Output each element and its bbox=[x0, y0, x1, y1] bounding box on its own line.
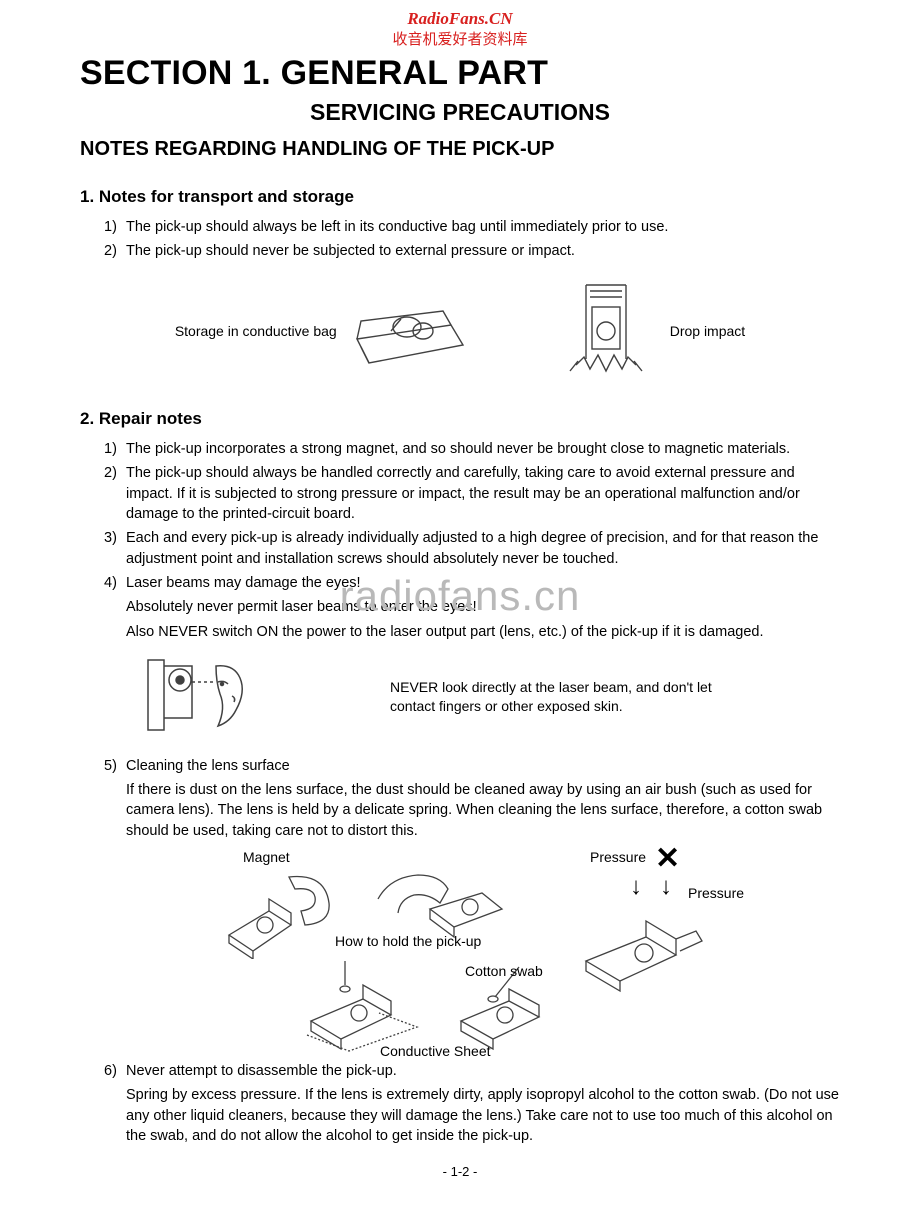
part2-title: 2. Repair notes bbox=[80, 409, 840, 429]
storage-bag-icon bbox=[351, 291, 466, 371]
page-number: - 1-2 - bbox=[80, 1164, 840, 1179]
header-watermark: RadioFans.CN 收音机爱好者资料库 bbox=[80, 8, 840, 50]
list-item: 1) The pick-up should always be left in … bbox=[104, 217, 840, 237]
notes-title: NOTES REGARDING HANDLING OF THE PICK-UP bbox=[80, 138, 840, 161]
item-number: 1) bbox=[104, 439, 126, 459]
figure-storage: Storage in conductive bag bbox=[175, 291, 466, 371]
list-item: 5) Cleaning the lens surface bbox=[104, 756, 840, 776]
part2-list-6: 6) Never attempt to disassemble the pick… bbox=[104, 1061, 840, 1146]
item-number: 2) bbox=[104, 463, 126, 524]
item-number: 5) bbox=[104, 756, 126, 776]
label-magnet: Magnet bbox=[243, 849, 290, 865]
item-text: Laser beams may damage the eyes! bbox=[126, 573, 840, 593]
figure-label: Drop impact bbox=[670, 323, 745, 339]
list-item: 3) Each and every pick-up is already ind… bbox=[104, 528, 840, 569]
list-item: 1) The pick-up incorporates a strong mag… bbox=[104, 439, 840, 459]
figure-row-storage: Storage in conductive bag bbox=[80, 281, 840, 381]
item-subtext: Spring by excess pressure. If the lens i… bbox=[126, 1085, 840, 1146]
item-number: 3) bbox=[104, 528, 126, 569]
header-line1: RadioFans.CN bbox=[80, 8, 840, 30]
header-line2: 收音机爱好者资料库 bbox=[80, 30, 840, 50]
part1-list: 1) The pick-up should always be left in … bbox=[104, 217, 840, 262]
label-pressure-top: Pressure bbox=[590, 849, 646, 865]
magnet-pickup-icon bbox=[225, 869, 345, 959]
figure-label: Storage in conductive bag bbox=[175, 323, 337, 339]
laser-eye-icon bbox=[140, 652, 280, 742]
item-subtext: Also NEVER switch ON the power to the la… bbox=[126, 622, 840, 642]
item-subtext: If there is dust on the lens surface, th… bbox=[126, 780, 840, 841]
item-number: 1) bbox=[104, 217, 126, 237]
list-item: 2) The pick-up should never be subjected… bbox=[104, 241, 840, 261]
item-text: Cleaning the lens surface bbox=[126, 756, 840, 776]
conductive-sheet-icon bbox=[305, 955, 425, 1055]
pressure-pickup-icon bbox=[580, 901, 710, 996]
item-subtext: Absolutely never permit laser beams to e… bbox=[126, 597, 840, 617]
laser-caption: NEVER look directly at the laser beam, a… bbox=[390, 678, 730, 716]
item-number: 6) bbox=[104, 1061, 126, 1081]
arrow-down-icon: ↓ bbox=[630, 873, 642, 901]
part1-title: 1. Notes for transport and storage bbox=[80, 187, 840, 207]
part2-list: 1) The pick-up incorporates a strong mag… bbox=[104, 439, 840, 642]
item-text: The pick-up incorporates a strong magnet… bbox=[126, 439, 840, 459]
figure-handling: Magnet Pressure ✕ ↓ ↓ Pressure How bbox=[80, 845, 840, 1055]
label-cotton: Cotton swab bbox=[465, 963, 543, 979]
x-mark-icon: ✕ bbox=[655, 841, 680, 876]
item-text: Never attempt to disassemble the pick-up… bbox=[126, 1061, 840, 1081]
part2-list-5: 5) Cleaning the lens surface If there is… bbox=[104, 756, 840, 841]
list-item: 2) The pick-up should always be handled … bbox=[104, 463, 840, 524]
sub-title: SERVICING PRECAUTIONS bbox=[80, 99, 840, 126]
item-number: 4) bbox=[104, 573, 126, 593]
item-text: The pick-up should always be handled cor… bbox=[126, 463, 840, 524]
item-text: Each and every pick-up is already indivi… bbox=[126, 528, 840, 569]
figure-drop: Drop impact bbox=[556, 281, 745, 381]
label-hold: How to hold the pick-up bbox=[335, 933, 481, 949]
page: radiofans.cn RadioFans.CN 收音机爱好者资料库 SECT… bbox=[0, 0, 920, 1209]
item-number: 2) bbox=[104, 241, 126, 261]
list-item: 4) Laser beams may damage the eyes! bbox=[104, 573, 840, 593]
drop-impact-icon bbox=[556, 281, 656, 381]
item-text: The pick-up should always be left in its… bbox=[126, 217, 840, 237]
label-pressure-side: Pressure bbox=[688, 885, 744, 901]
arrow-down-icon: ↓ bbox=[660, 873, 672, 901]
list-item: 6) Never attempt to disassemble the pick… bbox=[104, 1061, 840, 1081]
section-title: SECTION 1. GENERAL PART bbox=[80, 54, 840, 93]
item-text: The pick-up should never be subjected to… bbox=[126, 241, 840, 261]
figure-row-laser: NEVER look directly at the laser beam, a… bbox=[140, 652, 840, 742]
